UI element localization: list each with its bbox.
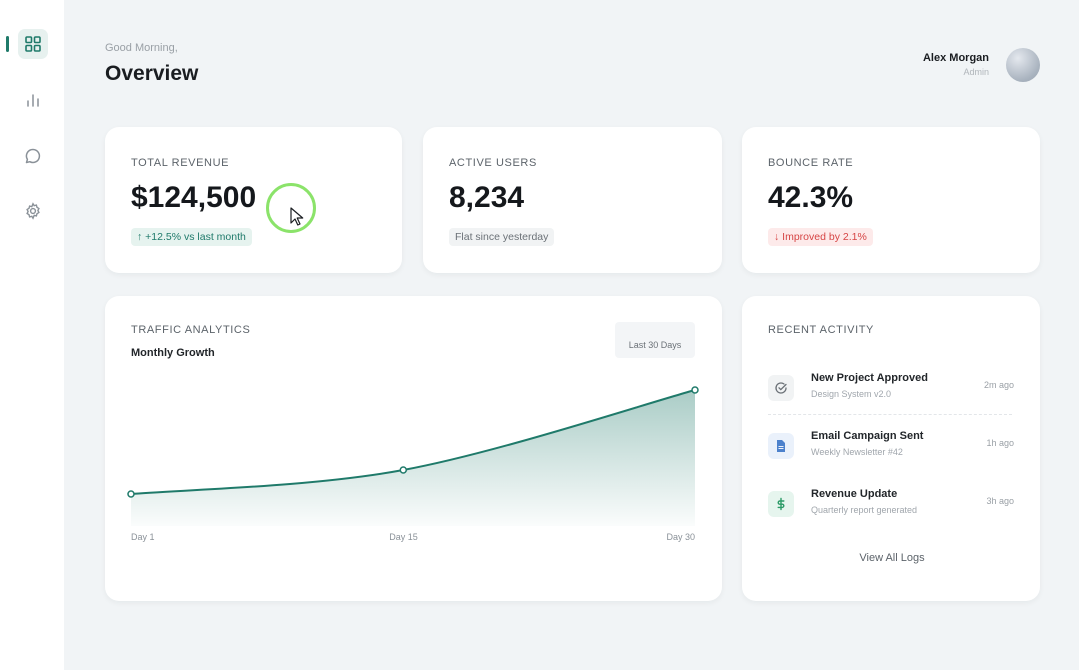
sidebar-item-settings[interactable]: [18, 196, 48, 226]
user-role: Admin: [963, 67, 989, 77]
check-circle-icon: [775, 382, 787, 394]
sidebar-item-analytics[interactable]: [18, 85, 48, 115]
activity-time: 1h ago: [986, 438, 1014, 448]
chat-icon: [25, 148, 41, 164]
sidebar-item-messages[interactable]: [18, 141, 48, 171]
activity-divider: [768, 414, 1012, 415]
activity-title: Revenue Update: [811, 488, 898, 500]
traffic-subtitle: Monthly Growth: [131, 347, 215, 359]
activity-item[interactable]: New Project Approved Design System v2.0 …: [768, 371, 1014, 415]
users-card: ACTIVE USERS 8,234 Flat since yesterday: [423, 127, 722, 273]
bounce-value: 42.3%: [768, 181, 854, 214]
grid-icon: [25, 36, 41, 52]
revenue-label: TOTAL REVENUE: [131, 157, 230, 169]
activity-time: 2m ago: [983, 380, 1014, 390]
mouse-cursor-icon: [290, 207, 304, 226]
activity-title: New Project Approved: [811, 372, 928, 384]
x-axis-tick-label: Day 1: [131, 532, 155, 542]
document-icon: [777, 440, 785, 452]
chart-point[interactable]: [127, 490, 135, 498]
revenue-card: TOTAL REVENUE $124,500 ↑ +12.5% vs last …: [105, 127, 402, 273]
chart-point[interactable]: [691, 386, 699, 394]
activity-item[interactable]: Revenue Update Quarterly report generate…: [768, 487, 1014, 531]
traffic-card: TRAFFIC ANALYTICS Monthly Growth Last 30…: [105, 296, 722, 601]
bounce-card: BOUNCE RATE 42.3% ↓ Improved by 2.1%: [742, 127, 1040, 273]
activity-time: 3h ago: [986, 496, 1014, 506]
x-axis-tick-label: Day 30: [666, 532, 695, 542]
traffic-label: TRAFFIC ANALYTICS: [131, 324, 251, 336]
date-range-button[interactable]: Last 30 Days: [615, 322, 695, 358]
view-all-logs-button[interactable]: View All Logs: [742, 552, 1042, 564]
bounce-change-badge: ↓ Improved by 2.1%: [768, 228, 873, 246]
activity-subtitle: Quarterly report generated: [811, 505, 918, 515]
bar-chart-icon: [27, 94, 39, 107]
greeting-text: Good Morning,: [105, 42, 178, 54]
sidebar-item-dashboard[interactable]: [18, 29, 48, 59]
users-label: ACTIVE USERS: [449, 157, 537, 169]
click-highlight-ring: [266, 183, 316, 233]
page-title: Overview: [105, 62, 199, 85]
revenue-value: $124,500: [131, 181, 257, 214]
activity-item[interactable]: Email Campaign Sent Weekly Newsletter #4…: [768, 429, 1014, 473]
gear-icon: [26, 202, 40, 220]
dollar-icon: [777, 497, 785, 511]
traffic-chart: [127, 386, 699, 526]
bounce-label: BOUNCE RATE: [768, 157, 854, 169]
avatar[interactable]: [1006, 48, 1040, 82]
activity-subtitle: Weekly Newsletter #42: [811, 447, 903, 457]
revenue-change-badge: ↑ +12.5% vs last month: [131, 228, 252, 246]
users-change-badge: Flat since yesterday: [449, 228, 555, 246]
chart-area: [131, 390, 695, 526]
chart-point[interactable]: [399, 466, 408, 474]
activity-subtitle: Design System v2.0: [811, 389, 892, 399]
activity-title: Email Campaign Sent: [811, 430, 924, 442]
activity-card: RECENT ACTIVITY New Project Approved Des…: [742, 296, 1040, 601]
users-value: 8,234: [449, 181, 525, 214]
user-name: Alex Morgan: [922, 52, 989, 64]
x-axis-tick-label: Day 15: [389, 532, 418, 542]
sidebar: [0, 0, 64, 670]
active-nav-indicator: [6, 36, 9, 52]
activity-label: RECENT ACTIVITY: [768, 324, 874, 336]
